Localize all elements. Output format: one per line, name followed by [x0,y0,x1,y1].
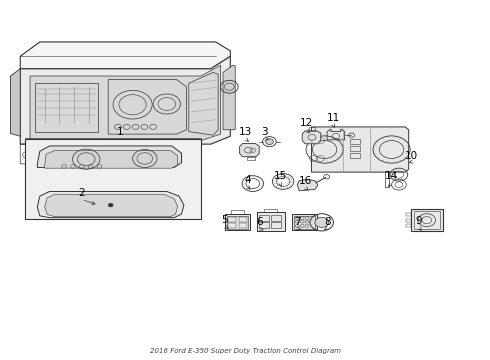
Text: 16: 16 [299,176,312,186]
Text: 2016 Ford E-350 Super Duty Traction Control Diagram: 2016 Ford E-350 Super Duty Traction Cont… [149,348,341,354]
Polygon shape [20,56,230,144]
Polygon shape [223,65,235,130]
Circle shape [108,203,113,207]
Bar [349,146,360,151]
Text: 5: 5 [221,215,228,225]
Polygon shape [45,150,177,168]
Text: 14: 14 [385,171,398,181]
Bar [406,225,411,227]
Polygon shape [45,194,177,217]
Bar [257,212,285,231]
Bar [228,223,236,228]
Bar [385,171,389,187]
Polygon shape [302,131,321,144]
Text: 4: 4 [244,175,251,185]
Text: 7: 7 [294,217,301,227]
Bar [259,215,269,221]
Bar [411,210,443,231]
Polygon shape [37,192,184,218]
Bar [239,223,247,228]
Text: 2: 2 [78,188,85,198]
Bar [259,222,269,228]
Polygon shape [240,143,259,157]
Circle shape [315,217,329,227]
Bar [225,214,250,230]
Text: 8: 8 [324,217,330,226]
Bar [271,215,281,221]
Bar [406,213,411,216]
Polygon shape [297,179,318,191]
Polygon shape [312,127,409,172]
Text: 12: 12 [299,118,313,129]
Bar [414,211,441,229]
Text: 15: 15 [273,171,287,181]
Polygon shape [20,42,230,69]
Bar [349,153,360,158]
Bar [25,139,201,220]
Text: 1: 1 [117,127,123,137]
Bar [231,211,244,214]
Text: 10: 10 [405,150,417,161]
Polygon shape [10,69,20,136]
Polygon shape [30,65,220,140]
Bar [239,217,247,222]
Text: 6: 6 [256,217,263,227]
Bar [294,216,315,229]
Bar [228,217,236,222]
Circle shape [266,139,273,144]
Bar [264,209,277,212]
Bar [227,216,248,229]
Bar [349,139,360,144]
Text: 9: 9 [415,216,422,226]
Bar [247,157,255,159]
Bar [271,222,281,228]
Polygon shape [37,146,181,167]
Text: 3: 3 [261,127,268,137]
Text: 13: 13 [238,127,252,137]
Bar [293,214,317,230]
Bar [309,127,315,131]
Bar [406,219,411,222]
Text: 11: 11 [326,113,340,123]
